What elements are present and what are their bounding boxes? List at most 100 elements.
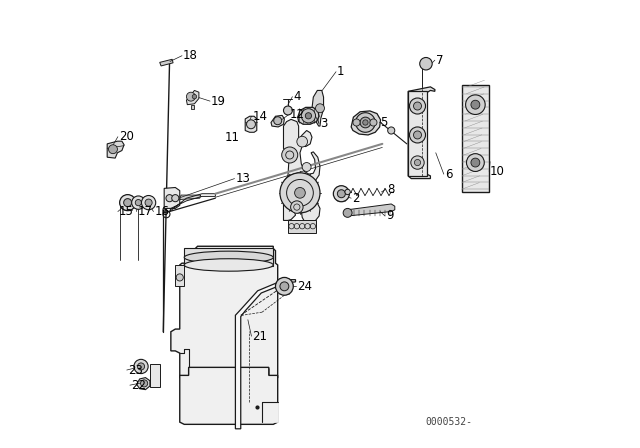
Circle shape [356, 113, 375, 132]
Text: 19: 19 [211, 95, 226, 108]
Polygon shape [408, 87, 435, 179]
Circle shape [138, 363, 145, 370]
Circle shape [413, 131, 422, 139]
Circle shape [297, 136, 308, 147]
Circle shape [282, 147, 298, 163]
Circle shape [414, 159, 420, 166]
Polygon shape [236, 280, 296, 429]
Polygon shape [284, 119, 320, 222]
Text: 22: 22 [131, 379, 146, 392]
Circle shape [274, 116, 282, 125]
Text: 15: 15 [119, 205, 134, 218]
Circle shape [471, 100, 480, 109]
Circle shape [166, 194, 173, 202]
Circle shape [124, 198, 132, 207]
Circle shape [410, 127, 426, 143]
Text: 11: 11 [224, 131, 239, 144]
Circle shape [471, 158, 480, 167]
Circle shape [420, 57, 432, 70]
Text: 20: 20 [119, 130, 134, 143]
Circle shape [345, 189, 350, 194]
Polygon shape [171, 246, 278, 380]
Text: 6: 6 [445, 168, 452, 181]
Polygon shape [288, 220, 316, 233]
Circle shape [467, 154, 484, 172]
Text: 1: 1 [337, 65, 344, 78]
Circle shape [305, 113, 312, 119]
Circle shape [301, 109, 316, 123]
Bar [150, 364, 160, 388]
Circle shape [120, 194, 136, 211]
Polygon shape [164, 188, 180, 208]
Circle shape [141, 380, 148, 387]
Circle shape [413, 102, 422, 110]
Circle shape [246, 120, 255, 129]
Text: 7: 7 [436, 54, 444, 67]
Circle shape [145, 199, 152, 206]
Text: 9: 9 [386, 210, 394, 223]
Text: 13: 13 [236, 172, 250, 185]
Circle shape [291, 201, 303, 213]
Polygon shape [186, 90, 199, 105]
Circle shape [135, 199, 141, 206]
Circle shape [388, 127, 395, 134]
Text: 3: 3 [320, 117, 328, 130]
Text: 2: 2 [352, 192, 360, 205]
Polygon shape [191, 105, 195, 109]
Circle shape [465, 95, 485, 115]
Circle shape [284, 106, 292, 115]
Text: 0000532-: 0000532- [426, 417, 472, 427]
Text: 4: 4 [293, 90, 301, 103]
Circle shape [294, 188, 305, 198]
Polygon shape [271, 116, 284, 127]
Text: 24: 24 [297, 280, 312, 293]
Circle shape [186, 92, 195, 101]
Circle shape [370, 119, 377, 126]
Text: 12: 12 [290, 108, 305, 121]
Circle shape [360, 117, 371, 128]
Circle shape [141, 195, 156, 210]
Circle shape [337, 190, 346, 198]
Text: 10: 10 [490, 165, 505, 178]
Polygon shape [107, 141, 124, 158]
Circle shape [411, 156, 424, 169]
Circle shape [280, 282, 289, 291]
Polygon shape [180, 195, 201, 199]
Circle shape [176, 274, 183, 281]
Circle shape [172, 194, 179, 202]
Text: 23: 23 [127, 363, 143, 376]
Bar [408, 91, 427, 176]
Circle shape [109, 145, 117, 154]
Circle shape [343, 208, 352, 217]
Polygon shape [136, 378, 150, 390]
Polygon shape [351, 111, 381, 135]
Text: 5: 5 [380, 116, 387, 129]
Polygon shape [312, 90, 324, 126]
Circle shape [280, 173, 320, 213]
Polygon shape [184, 249, 273, 266]
Circle shape [134, 359, 148, 374]
Circle shape [192, 95, 196, 99]
Polygon shape [298, 108, 319, 124]
Polygon shape [348, 204, 395, 216]
Text: 17: 17 [138, 205, 152, 218]
Circle shape [316, 104, 324, 113]
Circle shape [363, 120, 368, 125]
Circle shape [353, 119, 360, 126]
Text: 16: 16 [154, 205, 170, 218]
Polygon shape [262, 402, 278, 422]
Ellipse shape [184, 251, 273, 263]
Text: 21: 21 [252, 330, 268, 343]
Polygon shape [245, 116, 257, 132]
Polygon shape [160, 59, 173, 66]
Circle shape [410, 98, 426, 114]
Bar [175, 265, 184, 286]
Bar [461, 85, 489, 192]
Ellipse shape [184, 259, 273, 271]
Text: 18: 18 [183, 49, 198, 62]
Circle shape [333, 186, 349, 202]
Polygon shape [180, 367, 278, 424]
Text: 14: 14 [252, 110, 268, 123]
Circle shape [132, 196, 145, 209]
Circle shape [275, 277, 293, 295]
